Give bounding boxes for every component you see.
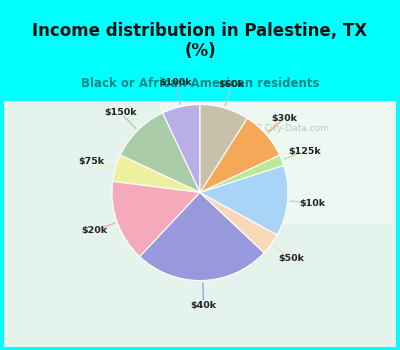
Text: $100k: $100k [159,78,192,87]
Wedge shape [200,193,277,253]
Text: Income distribution in Palestine, TX
(%): Income distribution in Palestine, TX (%) [32,22,368,60]
Text: $20k: $20k [81,226,107,235]
Wedge shape [200,165,288,235]
Text: $75k: $75k [79,156,105,166]
Wedge shape [113,155,200,193]
Text: $10k: $10k [299,198,325,208]
Wedge shape [162,105,200,192]
Wedge shape [120,113,200,192]
Text: $30k: $30k [272,113,298,122]
Wedge shape [200,155,284,193]
Text: ⓘ City-Data.com: ⓘ City-Data.com [256,124,328,133]
Text: Black or African American residents: Black or African American residents [81,77,319,90]
Bar [160,103,392,224]
Text: $50k: $50k [278,254,304,263]
Text: $60k: $60k [218,80,244,89]
Text: $40k: $40k [190,301,217,310]
Wedge shape [200,105,247,192]
Wedge shape [140,193,264,280]
Wedge shape [112,181,200,257]
Text: $150k: $150k [104,108,137,117]
Wedge shape [200,118,280,192]
Text: $125k: $125k [288,147,321,155]
